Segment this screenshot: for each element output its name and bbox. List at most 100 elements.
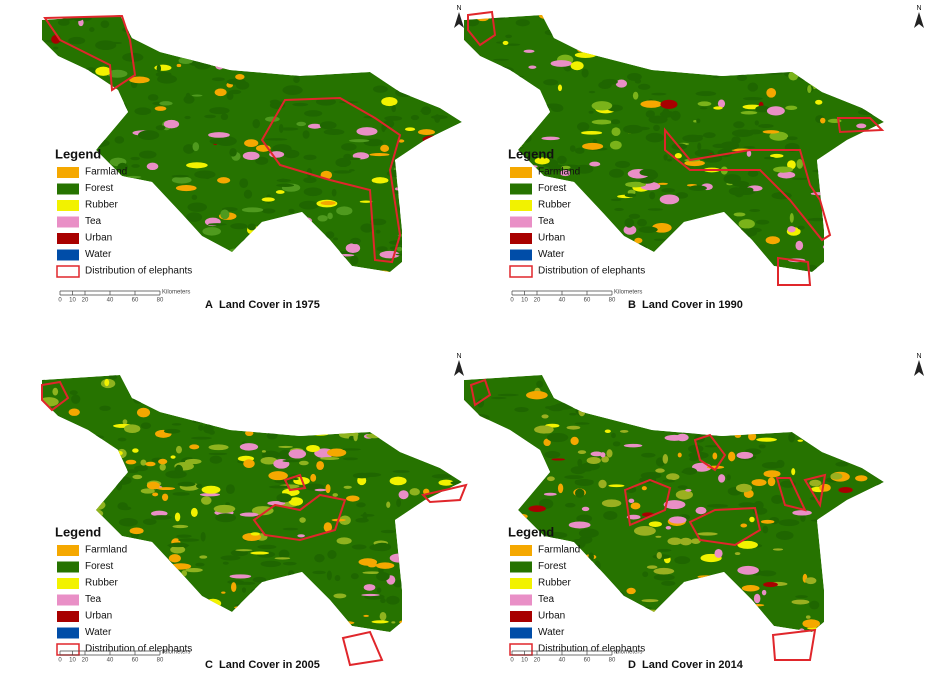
- land-patch: [683, 232, 692, 238]
- land-patch: [222, 561, 229, 565]
- land-patch: [345, 157, 361, 160]
- land-patch: [241, 377, 254, 385]
- land-patch: [661, 188, 676, 193]
- land-patch: [464, 427, 473, 437]
- land-patch: [432, 195, 450, 204]
- land-patch: [425, 600, 447, 603]
- land-patch: [491, 544, 502, 551]
- land-patch: [88, 435, 104, 440]
- land-patch: [428, 220, 436, 225]
- land-patch: [398, 139, 405, 143]
- land-patch: [854, 406, 866, 415]
- land-patch: [727, 631, 747, 632]
- land-patch: [556, 211, 563, 214]
- land-patch: [819, 483, 831, 492]
- scale-label: 80: [609, 298, 616, 304]
- land-patch: [633, 526, 656, 536]
- land-patch: [844, 509, 855, 517]
- land-patch: [117, 218, 136, 222]
- land-patch: [43, 206, 60, 215]
- land-patch: [576, 514, 593, 523]
- land-patch: [836, 505, 858, 509]
- elephant-range: [252, 493, 347, 542]
- land-patch: [99, 405, 111, 411]
- land-patch: [76, 471, 88, 480]
- land-patch: [209, 455, 223, 464]
- land-patch: [508, 482, 526, 492]
- land-patch: [410, 635, 428, 638]
- land-patch: [627, 615, 640, 619]
- land-patch: [662, 615, 679, 623]
- land-patch: [199, 555, 208, 559]
- land-patch: [766, 71, 784, 75]
- land-patch: [649, 15, 666, 17]
- land-patch: [519, 15, 539, 16]
- land-patch: [272, 590, 288, 601]
- land-patch: [214, 88, 227, 97]
- land-patch: [464, 202, 472, 213]
- land-patch: [835, 15, 841, 20]
- land-patch: [483, 211, 495, 216]
- land-patch: [159, 101, 173, 106]
- land-patch: [145, 461, 156, 467]
- land-patch: [235, 549, 253, 552]
- land-patch: [106, 243, 124, 248]
- land-patch: [208, 430, 215, 435]
- land-patch: [289, 15, 296, 20]
- land-patch: [157, 74, 177, 84]
- legend-label: Farmland: [538, 167, 580, 178]
- legend-swatch: [57, 249, 79, 261]
- land-patch: [501, 114, 514, 118]
- land-patch: [325, 231, 335, 239]
- land-patch: [422, 135, 442, 144]
- land-patch: [152, 630, 161, 632]
- land-patch: [396, 64, 408, 74]
- land-patch: [296, 429, 307, 434]
- land-patch: [710, 29, 717, 32]
- land-patch: [758, 444, 766, 449]
- land-patch: [761, 461, 782, 469]
- land-patch: [855, 15, 860, 17]
- land-patch: [577, 48, 583, 52]
- land-patch: [225, 484, 235, 495]
- land-patch: [284, 582, 295, 592]
- land-patch: [694, 376, 714, 384]
- land-patch: [385, 375, 406, 381]
- land-patch: [114, 232, 129, 236]
- land-patch: [869, 139, 874, 144]
- land-patch: [455, 537, 462, 546]
- land-patch: [325, 484, 331, 494]
- legend-swatch: [57, 627, 79, 639]
- land-patch: [464, 592, 468, 600]
- land-patch: [617, 15, 636, 18]
- land-patch: [454, 507, 462, 513]
- land-patch: [207, 223, 227, 226]
- land-patch: [63, 450, 82, 455]
- land-patch: [310, 473, 317, 482]
- land-patch: [660, 99, 678, 109]
- land-patch: [839, 238, 858, 244]
- land-patch: [875, 518, 884, 526]
- land-patch: [492, 66, 514, 74]
- land-patch: [348, 139, 370, 143]
- land-patch: [723, 264, 745, 270]
- land-patch: [834, 631, 855, 632]
- north-label: N: [916, 353, 921, 360]
- land-patch: [770, 153, 784, 158]
- land-patch: [276, 610, 287, 616]
- land-patch: [350, 237, 361, 245]
- land-patch: [731, 394, 739, 404]
- land-patch: [184, 115, 191, 120]
- land-patch: [396, 498, 402, 508]
- land-patch: [274, 479, 293, 484]
- land-patch: [42, 54, 46, 59]
- land-patch: [588, 110, 594, 114]
- legend-swatch: [57, 561, 79, 573]
- land-patch: [501, 500, 511, 506]
- land-patch: [567, 630, 572, 632]
- land-patch: [259, 267, 280, 272]
- land-patch: [132, 474, 143, 480]
- land-patch: [789, 213, 794, 223]
- land-patch: [125, 558, 141, 565]
- land-patch: [119, 506, 132, 511]
